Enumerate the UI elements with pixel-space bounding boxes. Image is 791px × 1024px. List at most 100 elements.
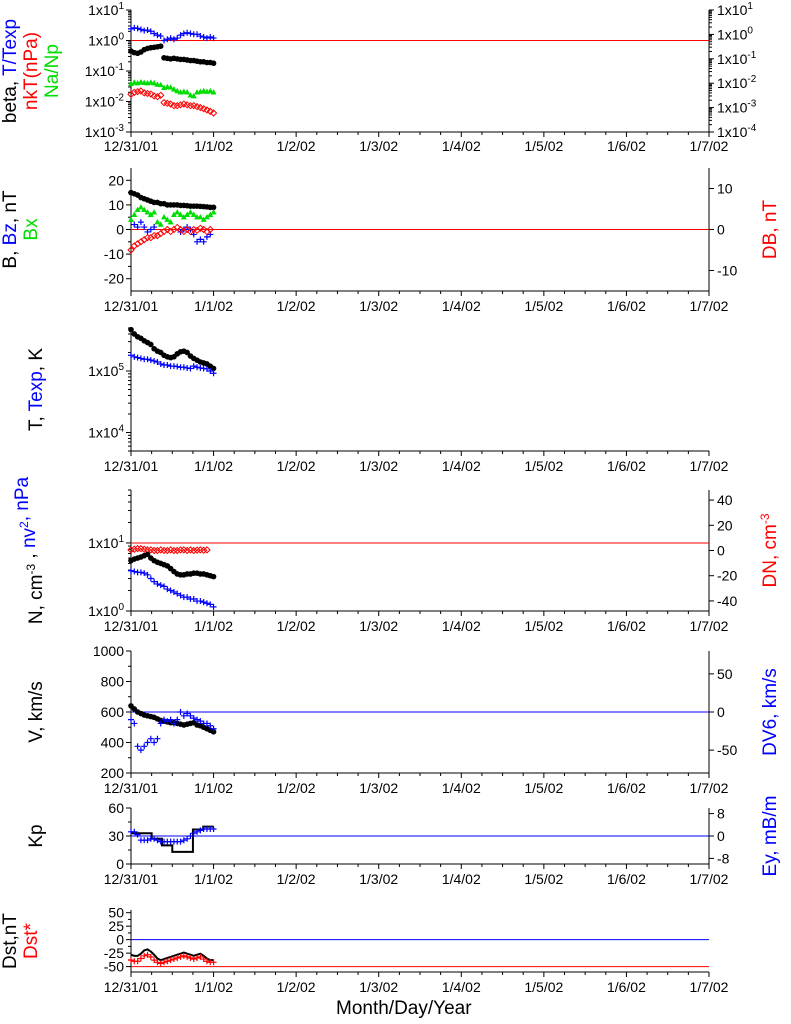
data-point (207, 722, 214, 729)
data-point (134, 743, 141, 750)
data-point (184, 29, 191, 36)
data-point (184, 710, 191, 717)
data-point (190, 211, 197, 217)
data-point (199, 546, 208, 554)
data-point (184, 349, 190, 356)
data-point (161, 583, 168, 590)
data-point (180, 837, 187, 844)
data-point (154, 580, 161, 587)
data-point (177, 32, 184, 39)
data-point (127, 546, 135, 554)
data-point (128, 25, 134, 32)
x-tick-label: 1/1/02 (194, 298, 233, 314)
x-tick-label: 1/6/02 (607, 138, 646, 154)
data-point (133, 87, 142, 96)
data-point (151, 30, 158, 37)
data-point (210, 89, 217, 95)
y-tick-label: -10 (104, 246, 124, 262)
x-tick-label: 1/5/02 (524, 618, 563, 634)
data-point (167, 716, 174, 723)
x-tick-label: 1/4/02 (442, 979, 481, 995)
data-point (207, 211, 214, 217)
x-tick-label: 12/31/01 (104, 298, 159, 314)
y-tick-label: 1x101 (88, 1, 124, 18)
data-point (209, 109, 218, 117)
data-point (170, 589, 177, 596)
panel-temp: 12/31/01 1/1/02 1/2/02 1/3/02 1/4/02 1/5/02 1/… (26, 326, 729, 474)
data-point (154, 735, 161, 742)
x-tick-label: 1/4/02 (442, 138, 481, 154)
x-tick-label: 1/2/02 (277, 138, 316, 154)
data-point (137, 204, 144, 210)
x-tick-label: 1/6/02 (607, 780, 646, 796)
series-diamond (127, 544, 211, 555)
y-tick-label: 600 (101, 704, 125, 720)
data-point (134, 25, 141, 32)
data-point (144, 356, 151, 363)
data-point (197, 953, 204, 960)
x-tick-label: 1/7/02 (690, 298, 729, 314)
data-point (203, 546, 211, 554)
data-point (128, 716, 134, 723)
data-point (200, 34, 207, 41)
data-point (144, 228, 151, 235)
x-tick-label: 1/2/02 (277, 871, 316, 887)
data-point (137, 87, 145, 95)
x-tick-label: 1/3/02 (359, 780, 398, 796)
data-point (130, 545, 139, 553)
y2-tick-label: 1x10-2 (717, 74, 757, 91)
y-tick-label: 20 (108, 172, 124, 188)
x-tick-label: 1/6/02 (607, 298, 646, 314)
data-point (193, 546, 201, 554)
data-point (174, 35, 181, 42)
data-point (184, 953, 191, 960)
data-point (173, 223, 181, 232)
x-tick-label: 1/6/02 (607, 458, 646, 474)
data-point (131, 720, 138, 727)
data-point (137, 219, 144, 226)
data-point (141, 224, 148, 231)
data-point (154, 218, 161, 225)
y2-axis-label: DV6, km/s (760, 668, 781, 756)
x-tick-label: 1/5/02 (524, 871, 563, 887)
y-axis-label: V, km/s (26, 681, 47, 743)
data-point (187, 954, 194, 961)
data-point (147, 357, 154, 364)
y2-tick-label: -8 (717, 850, 730, 866)
data-point (167, 218, 174, 225)
y-tick-label: 25 (108, 918, 124, 934)
data-point (127, 246, 135, 254)
data-point (137, 569, 144, 576)
dst-line (130, 948, 214, 962)
data-point (127, 90, 135, 99)
data-point (210, 959, 217, 966)
data-point (203, 35, 210, 42)
data-point (144, 27, 151, 34)
data-point (197, 718, 204, 725)
x-tick-label: 1/7/02 (690, 618, 729, 634)
data-point (131, 211, 138, 217)
y2-axis-label: DN, cm-3 (758, 513, 781, 587)
data-point (137, 26, 144, 33)
y2-axis-label: DB, nT (760, 200, 781, 260)
data-point (203, 720, 210, 727)
data-point (207, 34, 214, 41)
y-tick-label: 1x105 (88, 362, 124, 379)
data-point (197, 214, 204, 220)
data-point (187, 209, 194, 215)
data-point (206, 225, 214, 234)
data-point (141, 952, 148, 959)
data-point (177, 838, 184, 845)
data-point (207, 601, 214, 608)
data-point (161, 959, 168, 966)
y2-tick-label: -10 (717, 263, 737, 279)
data-point (170, 86, 177, 92)
data-point (194, 238, 201, 245)
data-point (163, 225, 172, 234)
data-point (154, 359, 161, 365)
data-point (128, 352, 134, 359)
data-point (210, 209, 217, 215)
data-point (144, 551, 151, 558)
data-point (190, 92, 197, 99)
x-tick-label: 1/7/02 (690, 979, 729, 995)
